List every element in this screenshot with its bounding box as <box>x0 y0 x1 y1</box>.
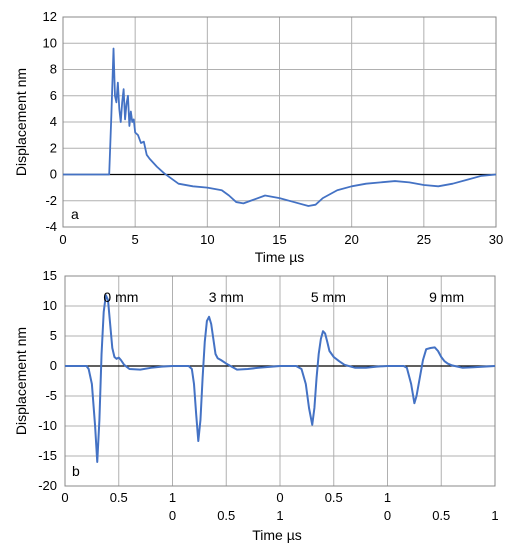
chart-b-series-line <box>280 330 388 426</box>
chart-b-series-line <box>65 294 173 463</box>
chart-a-y-tick: 4 <box>50 114 57 129</box>
chart-b-x-tick-row2: 1 <box>276 508 283 523</box>
chart-a-grid <box>63 17 496 227</box>
chart-a-x-tick: 0 <box>59 232 66 247</box>
chart-a-x-tick: 25 <box>417 232 431 247</box>
chart-b-series-label: 3 mm <box>209 289 244 305</box>
chart-b-x-tick-row2: 0 <box>384 508 391 523</box>
chart-b-x-tick-row1: 0.5 <box>110 490 128 505</box>
chart-a-x-tick: 10 <box>200 232 214 247</box>
chart-a-x-tick: 20 <box>344 232 358 247</box>
chart-panel-a: -4 -2 0 2 4 6 8 10 12 0 5 10 15 20 25 30 Time µs Displ… <box>13 9 503 265</box>
chart-b-y-label: Displacement nm <box>13 327 29 435</box>
chart-b-y-ticks: -20 -15 -10 -5 0 5 10 15 <box>38 268 57 493</box>
chart-b-x-ticks: 0 0.5 1 0 0.5 1 0 0.5 1 0 0.5 1 <box>61 490 498 523</box>
chart-b-x-tick-row2: 0.5 <box>432 508 450 523</box>
chart-a-x-tick: 5 <box>132 232 139 247</box>
chart-b-x-tick-row2: 1 <box>491 508 498 523</box>
chart-a-x-tick: 15 <box>272 232 286 247</box>
chart-b-annotations: 0 mm 3 mm 5 mm 9 mm <box>103 289 464 305</box>
chart-a-y-tick: 12 <box>43 9 57 24</box>
chart-b-panel-label: b <box>72 463 80 479</box>
chart-b-series-label: 5 mm <box>311 289 346 305</box>
chart-b-series-line <box>172 315 281 442</box>
chart-a-x-tick: 30 <box>489 232 503 247</box>
chart-b-x-tick-row1: 0 <box>61 490 68 505</box>
chart-a-y-tick: -4 <box>45 219 57 234</box>
chart-a-y-tick: -2 <box>45 193 57 208</box>
chart-b-series <box>65 294 496 463</box>
chart-b-x-tick-row2: 0.5 <box>217 508 235 523</box>
chart-a-x-ticks: 0 5 10 15 20 25 30 <box>59 232 503 247</box>
chart-a-y-tick: 2 <box>50 140 57 155</box>
chart-b-x-tick-row1: 0.5 <box>325 490 343 505</box>
chart-a-y-tick: 10 <box>43 35 57 50</box>
chart-b-y-tick: -20 <box>38 478 57 493</box>
chart-b-y-tick: 5 <box>50 328 57 343</box>
chart-a-y-ticks: -4 -2 0 2 4 6 8 10 12 <box>43 9 57 234</box>
chart-b-y-tick: 15 <box>43 268 57 283</box>
chart-b-y-tick: 0 <box>50 358 57 373</box>
chart-a-series-line <box>63 47 497 207</box>
chart-b-y-tick: -15 <box>38 448 57 463</box>
chart-a-series <box>63 47 497 207</box>
chart-a-y-tick: 8 <box>50 62 57 77</box>
chart-b-x-tick-row1: 0 <box>276 490 283 505</box>
chart-b-grid <box>65 276 495 486</box>
chart-b-series-label: 9 mm <box>429 289 464 305</box>
chart-b-x-tick-row2: 0 <box>169 508 176 523</box>
chart-b-frame <box>64 275 496 487</box>
chart-b-series-line <box>387 346 496 405</box>
chart-a-frame <box>62 16 497 228</box>
chart-b-series-label: 0 mm <box>103 289 138 305</box>
chart-b-x-tick-row1: 1 <box>169 490 176 505</box>
chart-a-y-tick: 0 <box>50 167 57 182</box>
chart-b-y-tick: 10 <box>43 298 57 313</box>
chart-b-x-label: Time µs <box>252 527 302 543</box>
chart-a-y-label: Displacement nm <box>13 68 29 176</box>
chart-a-x-label: Time µs <box>255 249 305 265</box>
chart-b-y-tick: -5 <box>45 388 57 403</box>
chart-b-x-tick-row1: 1 <box>384 490 391 505</box>
chart-b-y-tick: -10 <box>38 418 57 433</box>
chart-a-y-tick: 6 <box>50 88 57 103</box>
chart-a-panel-label: a <box>71 206 79 222</box>
